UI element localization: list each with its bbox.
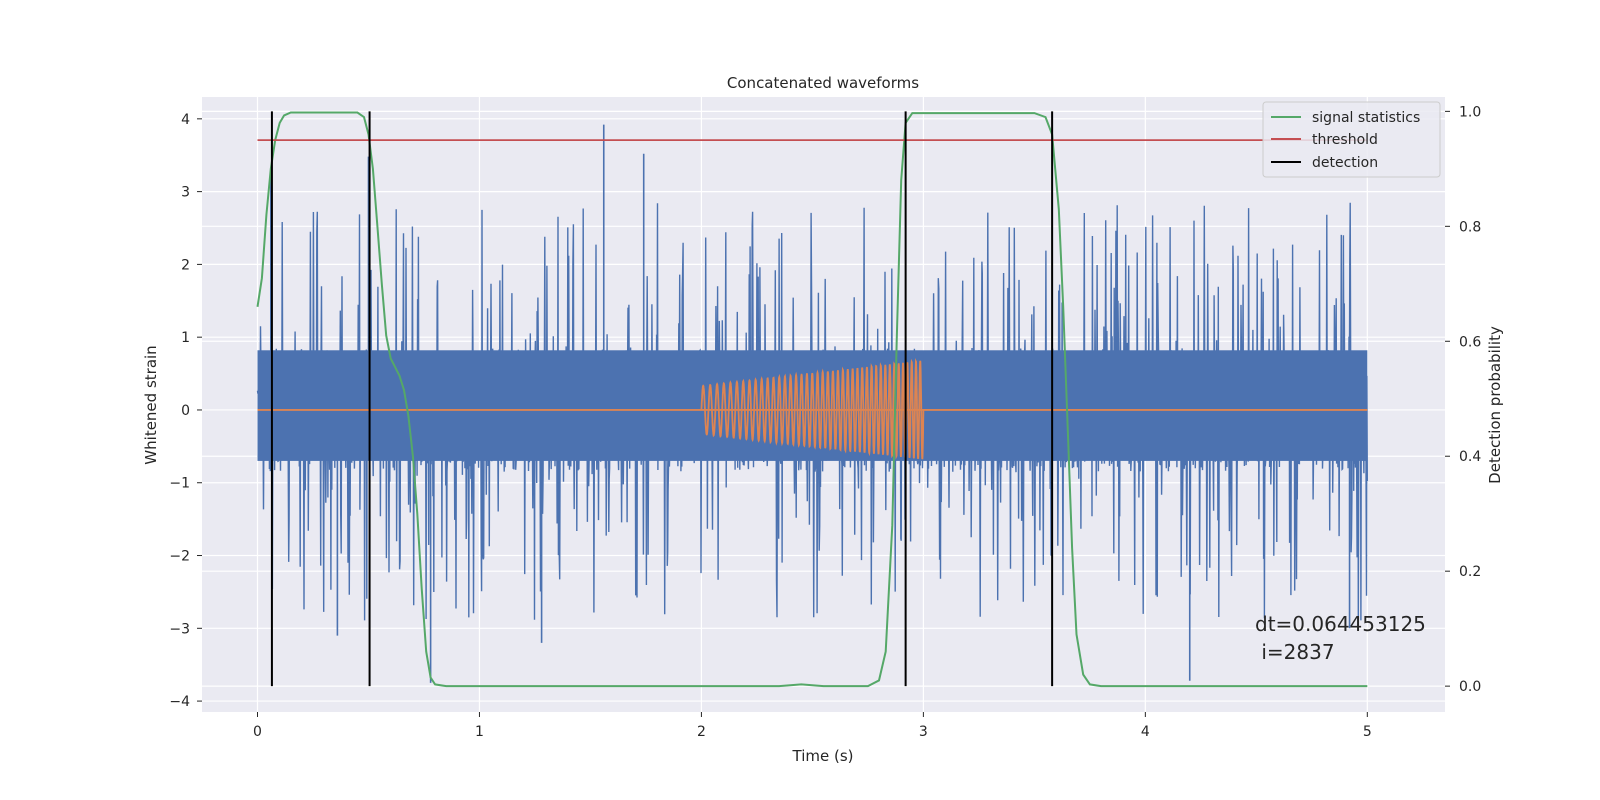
annotation-dt: dt=0.064453125 [1255, 612, 1426, 636]
y-axis-right: 0.0 0.2 0.4 0.6 0.8 1.0 [1445, 104, 1481, 695]
y-tick-label: −1 [169, 476, 190, 492]
chart-title: Concatenated waveforms [727, 74, 919, 92]
x-tick-label: 2 [697, 724, 706, 740]
signal-statistics-series [256, 111, 1368, 688]
y-tick-label: 1 [181, 330, 190, 346]
y2-tick-label: 0.2 [1459, 564, 1481, 580]
y2-tick-label: 0.8 [1459, 219, 1481, 235]
y-axis-left: −4 −3 −2 −1 0 1 2 3 4 [169, 112, 202, 710]
template-series [257, 357, 1368, 461]
x-axis-label: Time (s) [792, 747, 854, 765]
y2-tick-label: 1.0 [1459, 104, 1481, 120]
legend: signal statistics threshold detection [1262, 101, 1441, 178]
y-tick-label: −3 [169, 621, 190, 637]
x-axis: 0 1 2 3 4 5 [253, 712, 1372, 740]
x-tick-label: 3 [919, 724, 928, 740]
y-tick-label: 3 [181, 185, 190, 201]
legend-label-signal-statistics: signal statistics [1312, 110, 1420, 126]
y-axis-label: Whitened strain [142, 345, 160, 464]
y-tick-label: 0 [181, 403, 190, 419]
x-tick-label: 4 [1141, 724, 1150, 740]
y2-axis-label: Detection probability [1486, 326, 1504, 484]
y-tick-label: 4 [181, 112, 190, 128]
y2-tick-label: 0.4 [1459, 449, 1481, 465]
y2-tick-label: 0.0 [1459, 679, 1481, 695]
strain-core-band [257, 350, 1368, 461]
x-tick-label: 0 [253, 724, 262, 740]
y-tick-label: −2 [169, 549, 190, 565]
y-tick-label: 2 [181, 257, 190, 273]
legend-box [1262, 101, 1441, 178]
annotation-i: i=2837 [1255, 640, 1335, 664]
legend-label-detection: detection [1312, 155, 1378, 171]
signal-statistics-line [256, 111, 1368, 688]
legend-label-threshold: threshold [1312, 132, 1378, 148]
y2-tick-label: 0.6 [1459, 334, 1481, 350]
template-chirp [700, 357, 925, 461]
detection-series [270, 111, 1054, 687]
x-tick-label: 5 [1363, 724, 1372, 740]
x-tick-label: 1 [475, 724, 484, 740]
y-tick-label: −4 [169, 694, 190, 710]
